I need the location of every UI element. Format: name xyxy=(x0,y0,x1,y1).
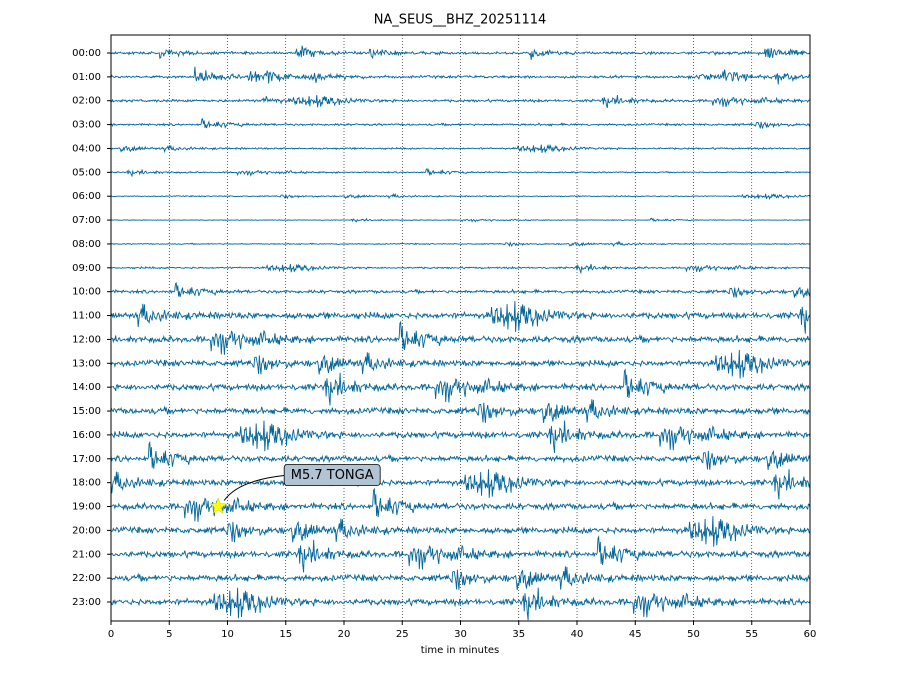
y-tick-label: 01:00 xyxy=(72,72,101,83)
x-tick-label: 15 xyxy=(279,629,292,640)
x-tick-label: 40 xyxy=(571,629,584,640)
trace xyxy=(110,440,811,470)
y-tick-label: 23:00 xyxy=(72,597,101,608)
y-tick-label: 22:00 xyxy=(72,573,101,584)
y-tick-label: 11:00 xyxy=(72,311,101,322)
y-tick-label: 03:00 xyxy=(72,120,101,131)
x-axis-label: time in minutes xyxy=(421,645,500,656)
trace xyxy=(110,301,811,334)
trace xyxy=(110,320,811,355)
y-tick-label: 18:00 xyxy=(72,478,101,489)
annotation-arrow xyxy=(223,475,285,501)
y-tick-label: 16:00 xyxy=(72,430,101,441)
x-tick-label: 30 xyxy=(454,629,467,640)
y-tick-label: 10:00 xyxy=(72,287,101,298)
x-tick-label: 35 xyxy=(512,629,525,640)
trace xyxy=(110,349,811,379)
y-tick-label: 19:00 xyxy=(72,502,101,513)
annotation-label: M5.7 TONGA xyxy=(291,468,374,483)
trace xyxy=(110,168,810,178)
y-tick-label: 17:00 xyxy=(72,454,101,465)
y-tick-label: 00:00 xyxy=(72,48,101,59)
y-tick-label: 13:00 xyxy=(72,358,101,369)
y-tick-label: 09:00 xyxy=(72,263,101,274)
trace xyxy=(110,420,811,454)
annotation-box xyxy=(283,464,381,486)
trace xyxy=(111,45,811,60)
y-tick-label: 21:00 xyxy=(72,549,101,560)
trace xyxy=(110,535,811,573)
trace xyxy=(110,217,811,223)
x-tick-label: 50 xyxy=(687,629,700,640)
event-star xyxy=(209,497,228,514)
trace xyxy=(110,66,811,85)
plot-frame xyxy=(110,34,811,622)
y-tick-label: 15:00 xyxy=(72,406,101,417)
x-tick-label: 55 xyxy=(745,629,758,640)
x-tick-label: 5 xyxy=(166,629,172,640)
trace xyxy=(110,118,811,129)
y-tick-label: 07:00 xyxy=(72,215,101,226)
x-tick-label: 60 xyxy=(804,629,817,640)
trace xyxy=(111,368,811,406)
trace xyxy=(110,94,811,109)
y-tick-label: 04:00 xyxy=(72,143,101,154)
x-tick-label: 45 xyxy=(629,629,642,640)
y-tick-label: 05:00 xyxy=(72,167,101,178)
y-tick-label: 06:00 xyxy=(72,191,101,202)
trace xyxy=(110,143,811,154)
trace xyxy=(111,487,811,522)
y-tick-label: 20:00 xyxy=(72,525,101,536)
y-tick-label: 02:00 xyxy=(72,96,101,107)
y-tick-label: 08:00 xyxy=(72,239,101,250)
trace xyxy=(110,516,811,547)
x-tick-label: 10 xyxy=(221,629,234,640)
y-tick-label: 14:00 xyxy=(72,382,101,393)
x-tick-label: 25 xyxy=(396,629,409,640)
trace xyxy=(110,587,811,621)
y-tick-label: 12:00 xyxy=(72,334,101,345)
trace xyxy=(110,240,811,248)
trace xyxy=(110,192,811,201)
trace xyxy=(110,469,811,500)
trace xyxy=(110,282,811,299)
trace xyxy=(110,566,811,591)
x-tick-label: 20 xyxy=(338,629,351,640)
chart-title: NA_SEUS__BHZ_20251114 xyxy=(374,13,547,28)
trace xyxy=(110,399,811,423)
x-tick-label: 0 xyxy=(108,629,114,640)
trace xyxy=(110,263,811,275)
